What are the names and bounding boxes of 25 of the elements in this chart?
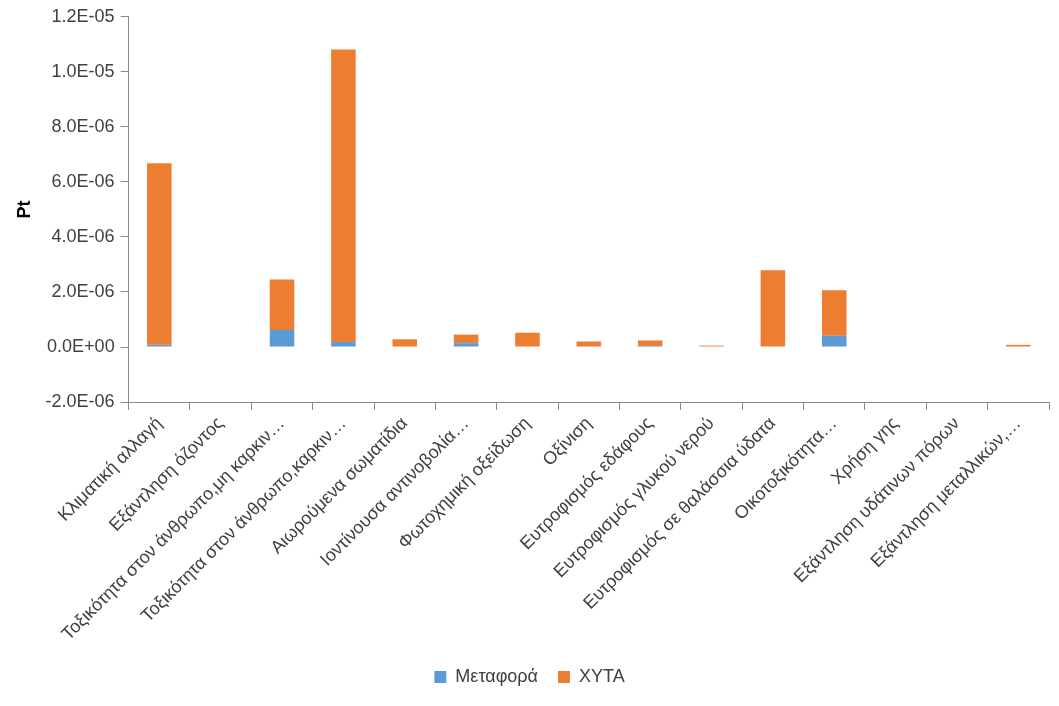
y-tick-label: 8.0E-06 bbox=[51, 115, 115, 136]
bar bbox=[821, 290, 847, 336]
bar bbox=[331, 49, 356, 343]
bar bbox=[269, 279, 295, 330]
y-tick-label: 6.0E-06 bbox=[51, 170, 115, 191]
bar bbox=[331, 342, 356, 347]
y-tick-label: 2.0E-06 bbox=[51, 280, 115, 301]
bar bbox=[269, 329, 295, 347]
y-tick-label: 1.0E-05 bbox=[51, 60, 115, 81]
bar bbox=[821, 335, 847, 347]
legend-label: Μεταφορά bbox=[455, 665, 538, 686]
legend-label: ΧΥΤΑ bbox=[578, 665, 625, 686]
y-axis-title: Pt bbox=[13, 200, 34, 219]
bar bbox=[576, 341, 602, 347]
bar bbox=[515, 332, 540, 347]
y-tick-label: 0.0E+00 bbox=[47, 335, 115, 356]
bar bbox=[760, 270, 786, 347]
y-tick-label: -2.0E-06 bbox=[45, 391, 115, 412]
bar bbox=[453, 343, 479, 347]
bar bbox=[637, 340, 663, 346]
bar bbox=[147, 163, 172, 345]
bar bbox=[392, 339, 418, 347]
bar bbox=[453, 334, 479, 344]
y-tick-label: 1.2E-05 bbox=[51, 5, 115, 26]
y-tick-label: 4.0E-06 bbox=[51, 225, 115, 246]
